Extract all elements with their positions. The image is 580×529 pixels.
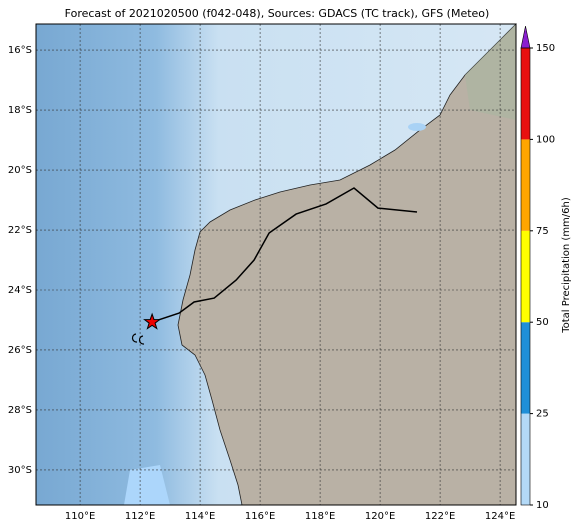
lat-tick-label: 26°S [8,345,32,356]
colorbar-tick-label: 50 [536,317,549,328]
shallow-water [124,465,170,505]
lat-tick-label: 20°S [8,165,32,176]
graticule [36,24,516,505]
land-north [465,24,516,120]
lon-tick-label: 124°E [485,511,515,522]
lat-tick-label: 22°S [8,225,32,236]
cyclone-symbol [131,333,145,345]
lat-tick-label: 24°S [8,285,32,296]
current-position [143,312,162,330]
colorbar-segment [521,322,530,414]
lon-tick-label: 122°E [425,511,455,522]
colorbar-segment [521,413,530,505]
lon-tick-label: 112°E [125,511,155,522]
lon-tick-label: 118°E [305,511,335,522]
colorbar [520,25,533,506]
colorbar-segment [521,230,530,323]
colorbar-extend [520,25,531,49]
lon-tick-label: 120°E [365,511,395,522]
colorbar-tick-label: 25 [536,409,549,420]
cyclone-track [151,187,418,323]
colorbar-segment [521,139,530,231]
colorbar-segment [521,48,530,140]
colorbar-tick-label: 75 [536,226,549,237]
land [177,23,517,506]
lat-tick-label: 30°S [8,465,32,476]
map-title: Forecast of 2021020500 (f042-048), Sourc… [65,7,490,20]
lat-tick-label: 18°S [8,105,32,116]
colorbar-tick-label: 10 [536,500,549,511]
lon-tick-label: 114°E [185,511,215,522]
track-layer [143,187,418,330]
colorbar-tick-label: 100 [536,134,555,145]
colorbar-tick-label: 150 [536,43,555,54]
lat-tick-label: 16°S [8,45,32,56]
lon-tick-label: 110°E [65,511,95,522]
colorbar-label: Total Precipitation (mm/6h) [561,197,572,334]
map-frame [35,23,517,506]
lake [408,123,426,131]
lon-tick-label: 116°E [245,511,275,522]
lat-tick-label: 28°S [8,405,32,416]
colorbar-frame [520,47,531,506]
